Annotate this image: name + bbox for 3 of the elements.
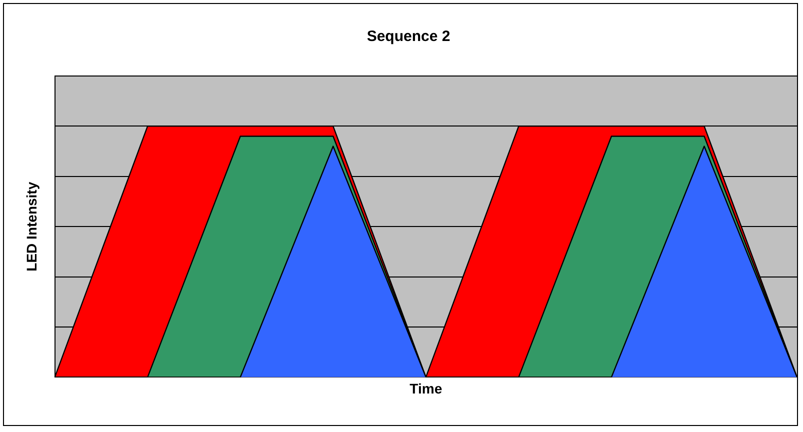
y-axis-title: LED Intensity (23, 182, 40, 272)
x-axis-title: Time (410, 380, 442, 396)
chart-title: Sequence 2 (366, 28, 450, 46)
